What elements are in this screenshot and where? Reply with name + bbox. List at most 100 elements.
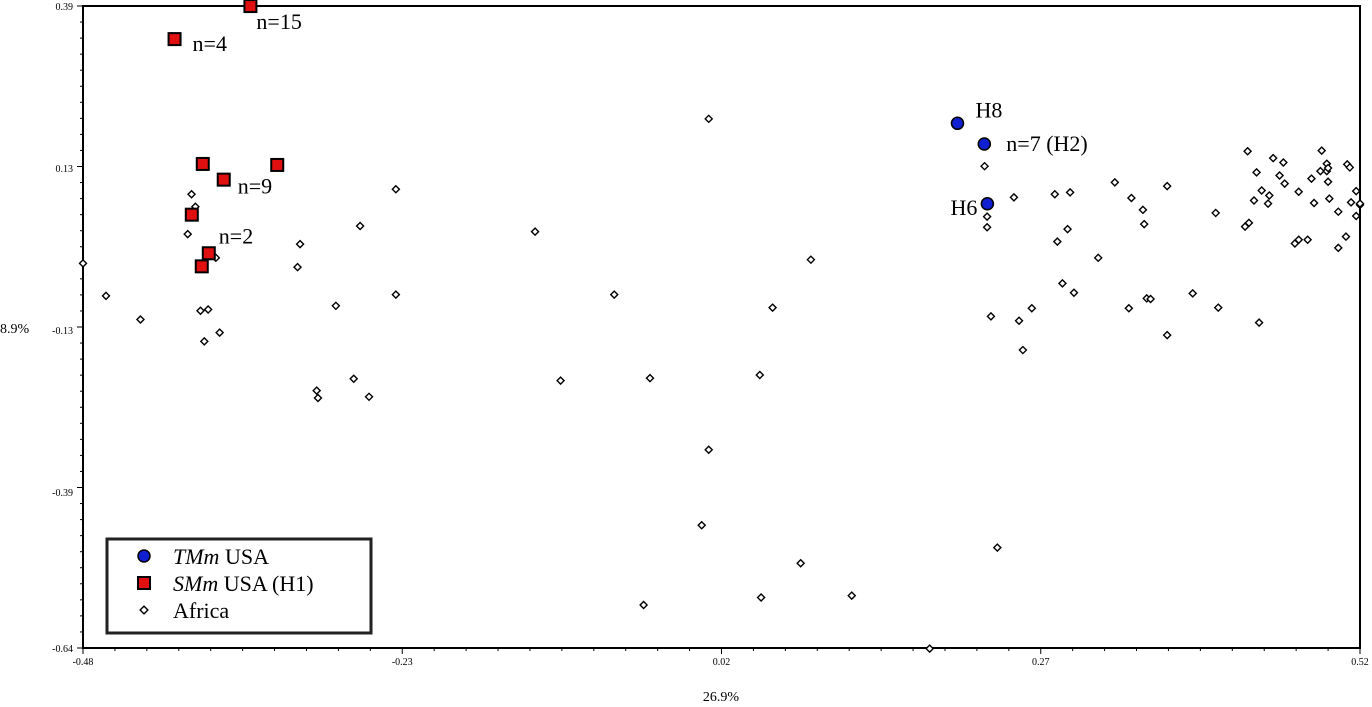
africa-point: [639, 600, 649, 610]
africa-point: [1244, 218, 1254, 228]
africa-point: [1306, 174, 1316, 184]
africa-point: [1213, 303, 1223, 313]
africa-point: [1333, 207, 1343, 217]
africa-point: [312, 386, 322, 396]
africa-point: [1093, 253, 1103, 263]
y-tick-label: 0.13: [56, 164, 74, 175]
africa-point: [313, 393, 323, 403]
africa-point: [1162, 181, 1172, 191]
africa-point: [1110, 177, 1120, 187]
x-tick-label: -0.48: [73, 657, 94, 668]
smm-usa-point: [184, 207, 199, 222]
y-tick-label: -0.39: [52, 488, 73, 499]
data-points: [78, 0, 1365, 654]
africa-point: [355, 221, 365, 231]
legend-label-text: USA (H1): [218, 571, 313, 596]
smm-usa-point: [201, 246, 216, 261]
africa-point: [806, 255, 816, 265]
axis-ticks: -0.48 -0.23 0.02 0.27 0.52 0.39 0.13 -0.13 -0.39…: [52, 2, 1369, 668]
africa-point: [295, 239, 305, 249]
y-tick-label: -0.13: [52, 326, 73, 337]
africa-point: [1290, 238, 1300, 248]
africa-point: [1333, 243, 1343, 253]
africa-point: [796, 558, 806, 568]
point-annotation: n=4: [193, 31, 227, 56]
africa-point: [1065, 187, 1075, 197]
africa-point: [847, 591, 857, 601]
africa-point: [1323, 163, 1333, 173]
smm-usa-point: [194, 259, 209, 274]
africa-point: [1351, 211, 1361, 221]
africa-point: [697, 520, 707, 530]
africa-point: [925, 644, 935, 654]
africa-point: [1323, 177, 1333, 187]
legend-label: SMm USA (H1): [173, 571, 314, 596]
africa-point: [1324, 194, 1334, 204]
legend-marker: [137, 576, 151, 590]
africa-point: [986, 311, 996, 321]
africa-point: [1345, 162, 1355, 172]
africa-point: [1280, 179, 1290, 189]
africa-point: [1264, 190, 1274, 200]
africa-point: [1069, 288, 1079, 298]
africa-point: [1317, 146, 1327, 156]
africa-point: [364, 392, 374, 402]
point-annotation: n=7 (H2): [1006, 131, 1087, 156]
africa-point: [982, 212, 992, 222]
africa-point: [1263, 199, 1273, 209]
x-tick-label: 0.52: [1351, 657, 1369, 668]
tmm-usa-point: [980, 197, 995, 211]
africa-point: [195, 306, 205, 316]
africa-point: [1050, 189, 1060, 199]
africa-point: [1355, 199, 1365, 209]
africa-point: [391, 184, 401, 194]
africa-point: [1009, 192, 1019, 202]
point-annotation: H6: [950, 195, 977, 220]
tmm-usa-point: [950, 116, 965, 131]
africa-point: [135, 315, 145, 325]
africa-point: [704, 114, 714, 124]
africa-point: [187, 189, 197, 199]
africa-point: [183, 229, 193, 239]
africa-point: [1146, 294, 1156, 304]
point-annotation: n=9: [238, 174, 272, 199]
africa-point: [1052, 237, 1062, 247]
africa-point: [609, 290, 619, 300]
africa-point: [391, 290, 401, 300]
smm-usa-point: [216, 172, 231, 187]
smm-usa-point: [195, 156, 210, 171]
africa-point: [1057, 278, 1067, 288]
africa-point: [1341, 232, 1351, 242]
africa-point: [755, 370, 765, 380]
africa-point: [101, 291, 111, 301]
africa-point: [1275, 171, 1285, 181]
africa-point: [199, 336, 209, 346]
smm-usa-point: [270, 157, 285, 172]
africa-point: [1243, 146, 1253, 156]
africa-point: [645, 373, 655, 383]
smm-usa-point: [243, 0, 258, 14]
africa-point: [1188, 288, 1198, 298]
africa-point: [1252, 167, 1262, 177]
africa-point: [1294, 187, 1304, 197]
africa-point: [331, 301, 341, 311]
africa-point: [1124, 303, 1134, 313]
africa-point: [1162, 330, 1172, 340]
africa-point: [1211, 208, 1221, 218]
africa-point: [1249, 195, 1259, 205]
africa-point: [293, 262, 303, 272]
africa-point: [203, 305, 213, 315]
africa-point: [1014, 316, 1024, 326]
africa-point: [1126, 193, 1136, 203]
africa-point: [1268, 153, 1278, 163]
legend-label-italic: SMm: [173, 571, 218, 596]
legend-label-italic: TMm: [173, 544, 219, 569]
africa-point: [992, 543, 1002, 553]
africa-point: [704, 445, 714, 455]
x-tick-label: -0.23: [392, 657, 413, 668]
x-axis-title: 26.9%: [703, 690, 740, 705]
legend-label-text: USA: [219, 544, 269, 569]
africa-point: [1346, 197, 1356, 207]
africa-point: [980, 161, 990, 171]
